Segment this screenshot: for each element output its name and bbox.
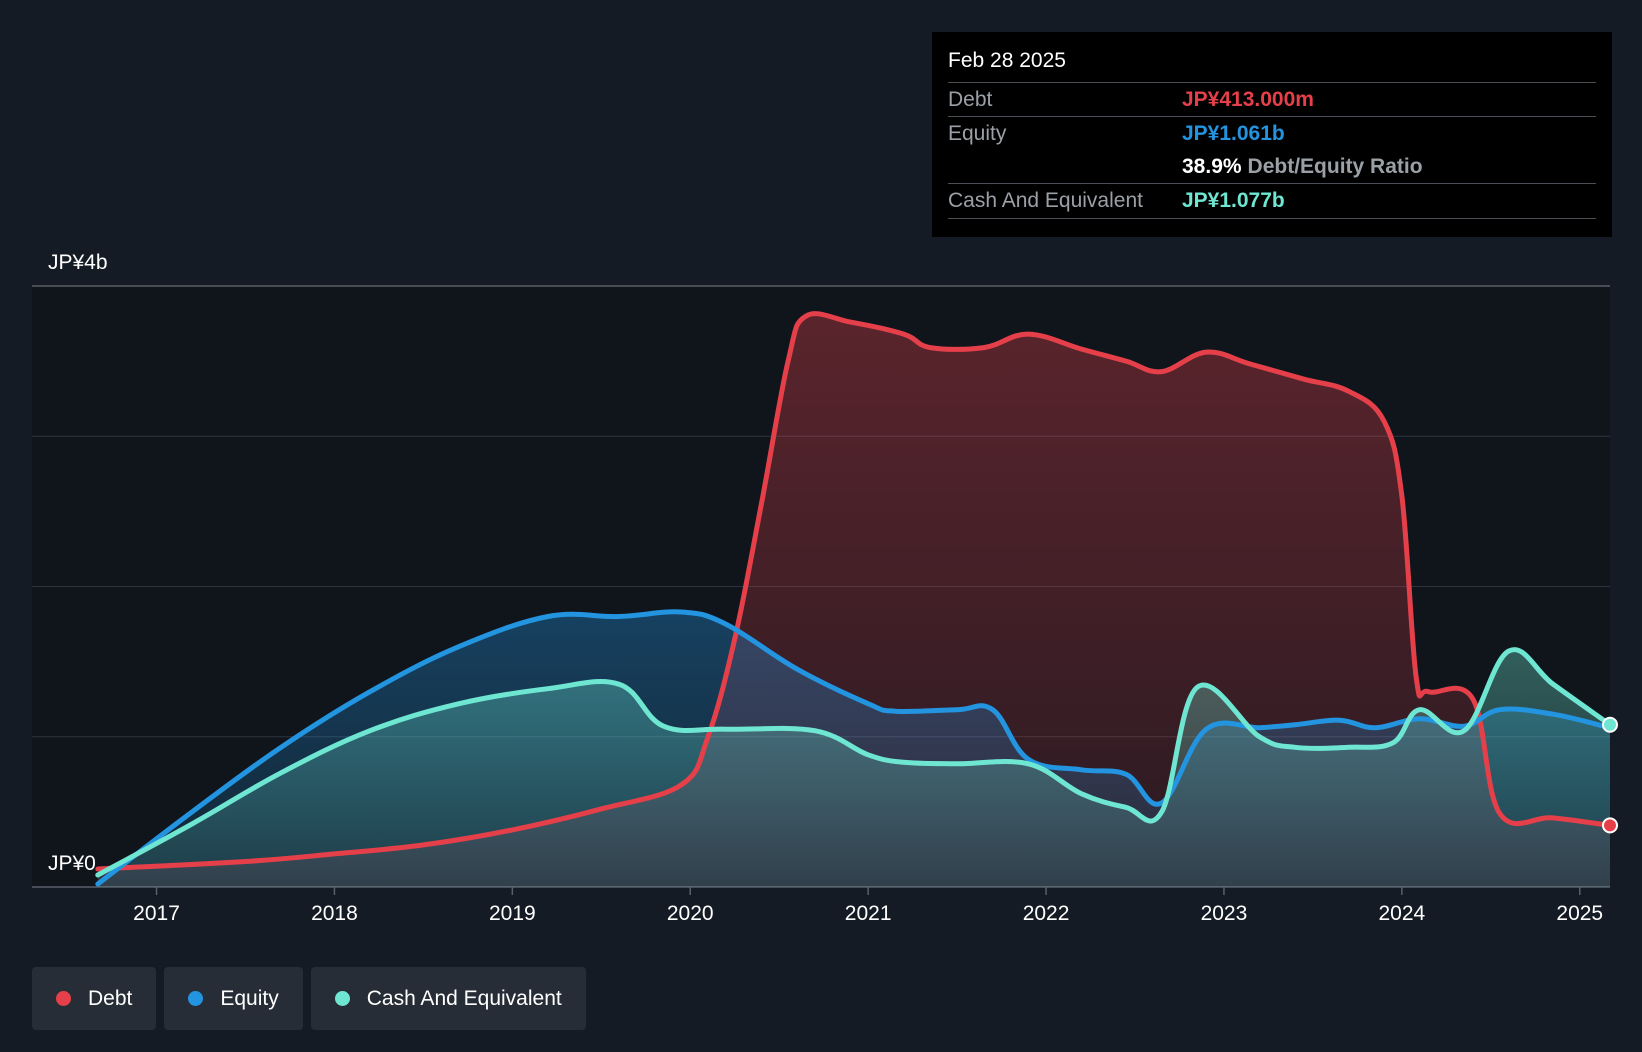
tooltip-debt-value: JP¥413.000m (1182, 87, 1314, 111)
line-debt (95, 311, 1613, 872)
y-label-bottom: JP¥0 (48, 852, 96, 875)
line-equity (95, 609, 1613, 887)
legend-dot-debt (56, 991, 71, 1006)
x-tick-label: 2020 (667, 902, 714, 925)
tooltip-divider (948, 218, 1596, 219)
y-label-top: JP¥4b (48, 251, 108, 274)
chart-legend: Debt Equity Cash And Equivalent (32, 967, 586, 1030)
legend-item-debt[interactable]: Debt (32, 967, 157, 1030)
legend-label-equity: Equity (220, 986, 279, 1010)
x-tick-label: 2022 (1023, 902, 1070, 925)
line-cash (95, 647, 1613, 878)
tooltip-ratio-value: 38.9% (1182, 154, 1242, 178)
x-tick-label: 2024 (1378, 902, 1425, 925)
legend-label-cash: Cash And Equivalent (366, 986, 562, 1010)
x-tick-label: 2023 (1201, 902, 1248, 925)
x-tick-label: 2021 (845, 902, 892, 925)
tooltip-equity-value: JP¥1.061b (1182, 121, 1285, 145)
legend-dot-cash (334, 991, 350, 1006)
tooltip-ratio-row: 38.9% Debt/Equity Ratio (948, 150, 1596, 183)
legend-dot-equity (188, 991, 204, 1006)
tooltip-ratio-label: Debt/Equity Ratio (1247, 154, 1423, 178)
x-tick-label: 2025 (1556, 902, 1603, 925)
tooltip-equity-row: Equity JP¥1.061b (948, 116, 1596, 150)
end-point-cash (1602, 716, 1618, 733)
legend-label-debt: Debt (88, 986, 133, 1010)
tooltip-debt-label: Debt (948, 87, 993, 111)
hover-tooltip: Feb 28 2025 Debt JP¥413.000m Equity JP¥1… (932, 32, 1612, 237)
x-tick-label: 2019 (489, 902, 536, 925)
tooltip-equity-label: Equity (948, 121, 1007, 145)
legend-item-cash[interactable]: Cash And Equivalent (310, 967, 586, 1030)
tooltip-debt-row: Debt JP¥413.000m (948, 82, 1596, 116)
tooltip-cash-row: Cash And Equivalent JP¥1.077b (948, 183, 1596, 217)
legend-item-equity[interactable]: Equity (164, 967, 303, 1030)
x-tick-label: 2018 (311, 902, 358, 925)
x-tick-label: 2017 (133, 902, 180, 925)
end-point-debt (1602, 817, 1618, 834)
tooltip-cash-value: JP¥1.077b (1182, 188, 1285, 212)
tooltip-date: Feb 28 2025 (948, 49, 1066, 72)
tooltip-cash-label: Cash And Equivalent (948, 188, 1143, 212)
